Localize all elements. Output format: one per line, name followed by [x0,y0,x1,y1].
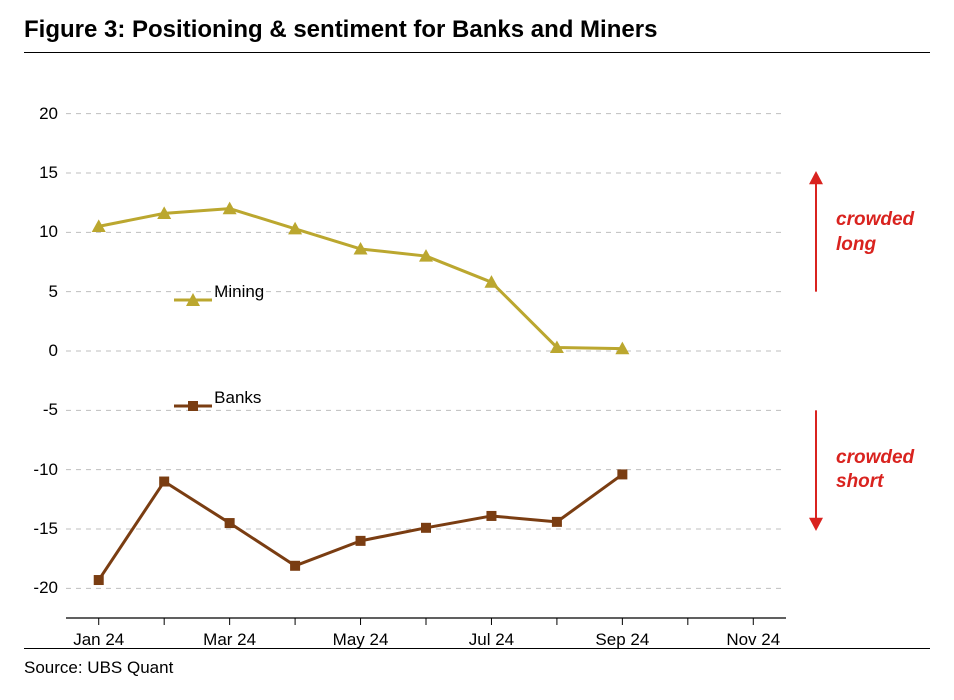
figure-title: Figure 3: Positioning & sentiment for Ba… [24,16,657,44]
source-text: Source: UBS Quant [24,658,173,678]
x-tick-label: Jan 24 [73,630,124,650]
legend-entry-mining: Mining [174,282,264,302]
x-tick-label: May 24 [333,630,389,650]
y-tick-label: -10 [20,460,58,480]
legend-label: Banks [214,388,261,408]
data-marker [617,469,627,479]
annotation-crowded-long: crowded long [836,208,914,257]
title-rule [24,52,930,53]
annotation-arrow [809,410,823,531]
series-banks [94,469,628,585]
y-tick-label: 0 [20,341,58,361]
data-marker [486,511,496,521]
x-tick-label: Mar 24 [203,630,256,650]
x-tick-label: Jul 24 [469,630,514,650]
y-tick-label: 10 [20,222,58,242]
data-marker [552,517,562,527]
legend-label: Mining [214,282,264,302]
figure: Figure 3: Positioning & sentiment for Ba… [0,0,954,700]
data-marker [94,575,104,585]
series-mining [92,202,630,355]
annotation-text: crowded [836,447,914,468]
legend-entry-banks: Banks [174,388,261,408]
annotation-crowded-short: crowded short [836,446,914,495]
data-marker [290,561,300,571]
y-tick-label: -15 [20,519,58,539]
y-tick-label: 15 [20,163,58,183]
annotation-text: short [836,471,884,492]
y-tick-label: 5 [20,282,58,302]
data-marker [421,523,431,533]
data-marker [159,477,169,487]
data-marker [356,536,366,546]
data-marker [225,518,235,528]
chart-plot-area [66,84,786,618]
y-tick-label: 20 [20,104,58,124]
y-tick-label: -5 [20,400,58,420]
annotation-text: crowded [836,209,914,230]
annotation-text: long [836,234,876,255]
annotation-arrow [809,171,823,292]
x-tick-label: Nov 24 [726,630,780,650]
x-tick-label: Sep 24 [595,630,649,650]
y-tick-label: -20 [20,578,58,598]
